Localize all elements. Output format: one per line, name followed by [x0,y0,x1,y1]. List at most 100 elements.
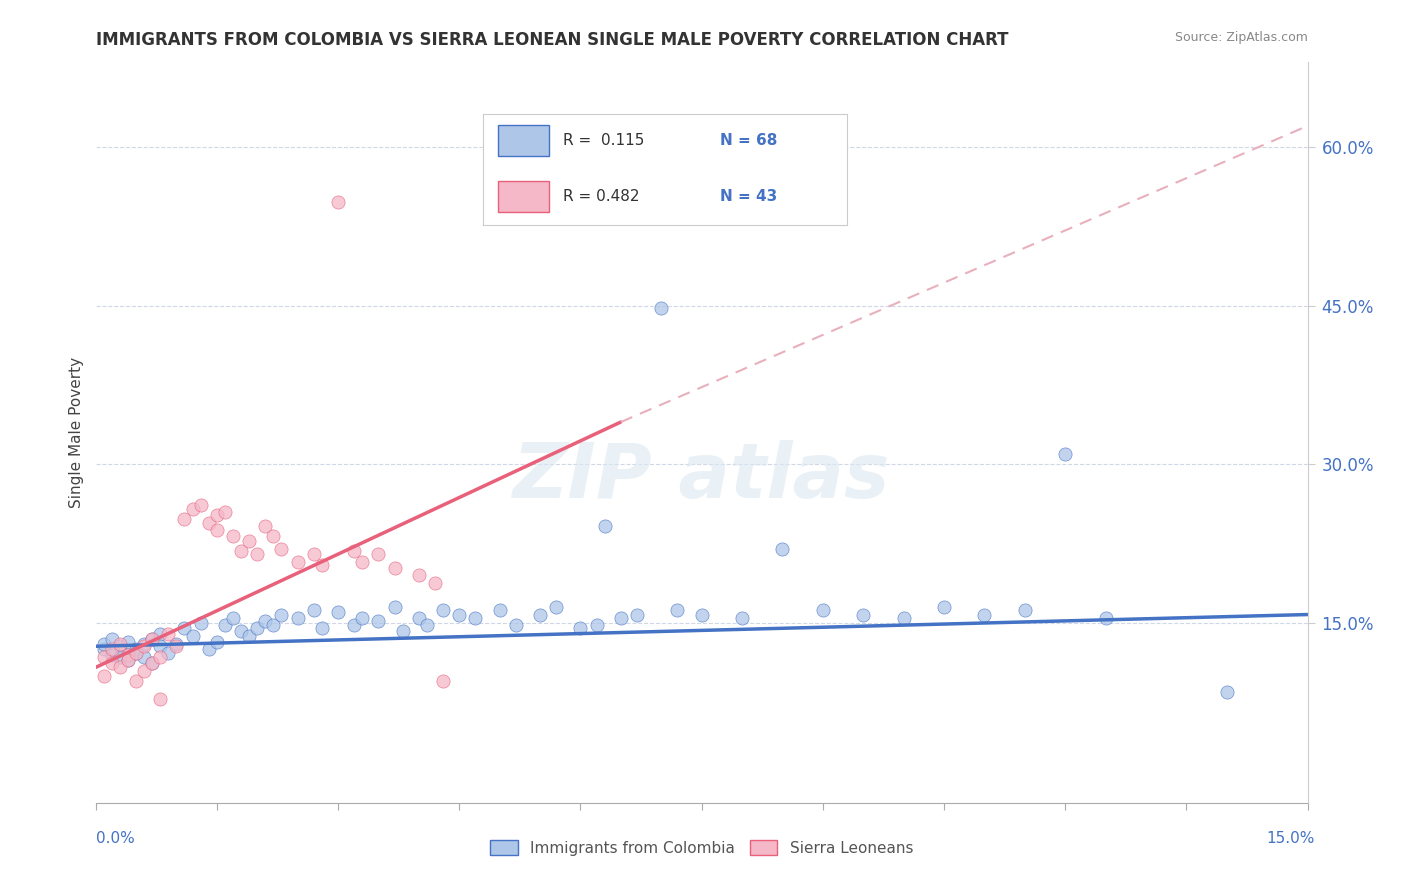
Point [343,544,366,558]
Point [229,624,252,639]
Point [190,498,212,512]
Point [488,603,510,617]
Point [546,600,568,615]
Point [302,603,325,617]
Point [384,561,406,575]
Point [93,669,115,683]
Point [408,568,430,582]
Point [125,646,148,660]
Point [811,603,834,617]
Point [690,607,713,622]
Point [932,600,955,615]
Point [569,621,592,635]
Point [287,611,309,625]
Point [593,518,616,533]
Point [408,611,430,625]
Point [93,649,115,664]
Point [311,558,333,572]
Point [1014,603,1036,617]
Point [141,632,163,646]
Point [343,618,366,632]
Text: 0.0%: 0.0% [96,831,135,846]
Text: IMMIGRANTS FROM COLOMBIA VS SIERRA LEONEAN SINGLE MALE POVERTY CORRELATION CHART: IMMIGRANTS FROM COLOMBIA VS SIERRA LEONE… [96,31,1008,49]
Point [423,575,446,590]
Point [100,648,122,662]
Point [626,607,648,622]
Point [141,656,163,670]
Point [141,656,163,670]
Y-axis label: Single Male Poverty: Single Male Poverty [69,357,84,508]
Point [432,674,454,689]
Point [666,603,689,617]
Point [197,516,219,530]
Point [222,611,245,625]
Point [157,626,180,640]
Point [165,637,187,651]
Point [149,649,172,664]
Point [650,301,672,315]
Point [238,629,260,643]
Point [132,640,155,654]
Point [132,664,155,678]
Point [125,642,148,657]
Point [214,618,236,632]
Point [464,611,486,625]
Point [165,640,187,654]
Point [302,547,325,561]
Point [205,635,228,649]
Point [117,648,139,662]
Point [117,635,139,649]
Point [149,640,172,654]
Point [108,640,131,654]
Point [222,529,245,543]
Point [391,624,413,639]
Point [100,642,122,657]
Point [132,637,155,651]
Point [93,637,115,651]
Point [173,512,195,526]
Point [770,541,793,556]
Point [384,600,406,615]
Point [367,614,389,628]
Point [181,629,204,643]
Point [181,501,204,516]
Point [173,621,195,635]
Point [125,646,148,660]
Point [100,656,122,670]
Legend: Immigrants from Colombia, Sierra Leoneans: Immigrants from Colombia, Sierra Leonean… [484,834,920,862]
Point [262,529,284,543]
Point [108,637,131,651]
Point [893,611,915,625]
Point [326,606,349,620]
Text: 15.0%: 15.0% [1267,831,1315,846]
Point [262,618,284,632]
Point [100,632,122,646]
Point [229,544,252,558]
Point [852,607,875,622]
Point [311,621,333,635]
Point [197,642,219,657]
Point [505,618,527,632]
Point [432,603,454,617]
Point [254,614,277,628]
Point [214,505,236,519]
Point [205,508,228,522]
Point [731,611,754,625]
Point [254,518,277,533]
Point [205,523,228,537]
Point [529,607,551,622]
Point [416,618,439,632]
Point [352,611,374,625]
Point [270,607,292,622]
Point [270,541,292,556]
Text: Source: ZipAtlas.com: Source: ZipAtlas.com [1174,31,1308,45]
Point [238,533,260,548]
Point [585,618,607,632]
Point [117,653,139,667]
Point [1216,685,1239,699]
Point [287,555,309,569]
Point [973,607,995,622]
Text: ZIP atlas: ZIP atlas [513,440,890,514]
Point [190,615,212,630]
Point [108,660,131,674]
